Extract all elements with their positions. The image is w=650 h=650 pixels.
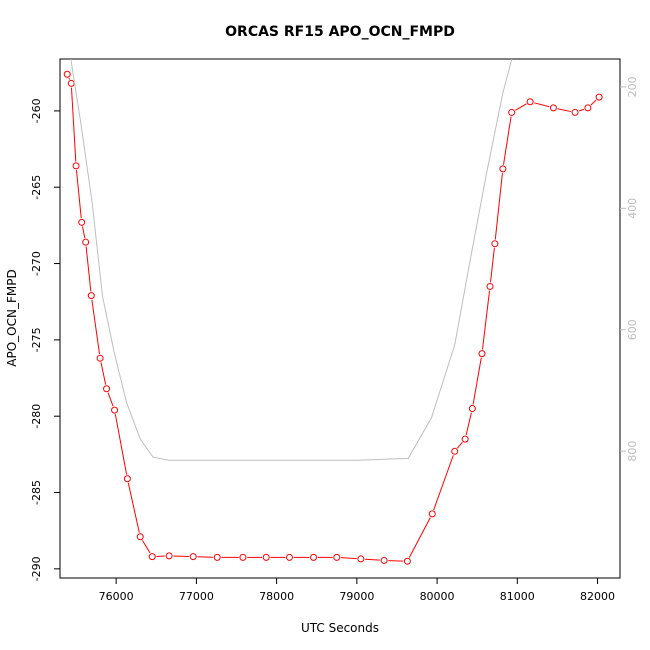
series-segment xyxy=(590,99,597,106)
data-point xyxy=(357,555,365,563)
series-segment xyxy=(534,102,550,108)
data-point xyxy=(103,385,111,393)
data-point xyxy=(595,93,603,101)
series-segment xyxy=(82,226,86,239)
y-tick-label: -270 xyxy=(30,251,43,276)
x-tick-label: 78000 xyxy=(259,590,294,603)
x-tick-label: 76000 xyxy=(99,590,134,603)
data-point xyxy=(96,354,104,362)
chart-title: ORCAS RF15 APO_OCN_FMPD xyxy=(225,24,455,40)
y2-tick-label: 200 xyxy=(626,76,639,97)
series-segment xyxy=(482,290,491,350)
x-tick-label: 77000 xyxy=(179,590,214,603)
data-point xyxy=(428,510,436,518)
data-point xyxy=(165,552,173,560)
series-segment xyxy=(578,108,585,112)
y2-tick-label: 600 xyxy=(626,319,639,340)
data-point xyxy=(508,108,516,116)
data-point xyxy=(67,79,75,87)
data-point xyxy=(82,238,90,246)
x-tick-label: 79000 xyxy=(339,590,374,603)
data-point xyxy=(63,70,71,78)
data-point xyxy=(478,350,486,358)
series-segment xyxy=(494,173,503,240)
x-axis-label: UTC Seconds xyxy=(301,621,379,635)
y-tick-label: -265 xyxy=(30,175,43,200)
data-point xyxy=(87,292,95,300)
series-segment xyxy=(85,246,92,292)
data-point xyxy=(499,165,507,173)
data-point xyxy=(403,557,411,565)
series-segment xyxy=(465,412,472,436)
series-segment xyxy=(114,414,128,475)
series-segment xyxy=(91,299,101,355)
series-segment xyxy=(408,517,431,558)
x-axis: 76000 77000 78000 79000 80000 81000 82000 xyxy=(99,578,615,603)
y-tick-label: -280 xyxy=(30,404,43,429)
series-segment xyxy=(127,482,140,533)
y-tick-label: -285 xyxy=(30,480,43,505)
data-point xyxy=(78,218,86,226)
data-point xyxy=(189,553,197,561)
y2-tick-label: 400 xyxy=(626,198,639,219)
data-point xyxy=(584,104,592,112)
data-point xyxy=(148,553,156,561)
data-point xyxy=(213,553,221,561)
data-point xyxy=(72,162,80,170)
secondary-y-axis: 200 400 600 800 xyxy=(620,76,639,462)
data-point xyxy=(239,553,247,561)
data-point xyxy=(310,553,318,561)
series-segment xyxy=(100,362,107,385)
x-tick-label: 81000 xyxy=(500,590,535,603)
y-axis: -290 -285 -280 -275 -270 -265 -260 xyxy=(30,98,60,581)
data-point xyxy=(526,98,534,106)
series-segment xyxy=(490,247,495,283)
series-segment xyxy=(365,558,380,561)
series-segment xyxy=(557,108,572,113)
data-point xyxy=(111,406,119,414)
data-point xyxy=(136,533,144,541)
data-point xyxy=(333,553,341,561)
data-point xyxy=(461,435,469,443)
series-layer xyxy=(63,59,603,565)
plot-frame xyxy=(59,58,621,579)
series-segment xyxy=(75,169,82,219)
series-segment xyxy=(503,116,512,165)
y2-tick-label: 800 xyxy=(626,441,639,462)
data-point xyxy=(451,447,459,455)
data-point xyxy=(285,553,293,561)
data-point xyxy=(468,405,476,413)
data-point xyxy=(571,108,579,116)
y-tick-label: -275 xyxy=(30,327,43,352)
data-point xyxy=(491,240,499,248)
series-segment xyxy=(433,455,454,511)
series-segment xyxy=(70,87,77,162)
data-point xyxy=(123,475,131,483)
data-point xyxy=(380,556,388,564)
series-segment xyxy=(472,357,482,405)
x-tick-label: 82000 xyxy=(580,590,615,603)
y-tick-label: -260 xyxy=(30,98,43,123)
series-segment xyxy=(141,540,151,554)
data-point xyxy=(549,104,557,112)
primary-series xyxy=(63,70,603,565)
data-point xyxy=(486,282,494,290)
series-segment xyxy=(107,392,114,407)
data-point xyxy=(262,553,270,561)
series-segment xyxy=(515,103,527,111)
series-segment xyxy=(340,557,357,560)
series-segment xyxy=(457,441,463,449)
series-segment xyxy=(68,77,71,80)
y-axis-label: APO_OCN_FMPD xyxy=(5,269,19,366)
y-tick-label: -290 xyxy=(30,556,43,581)
secondary-series xyxy=(70,59,513,461)
x-tick-label: 80000 xyxy=(420,590,455,603)
secondary-series-line xyxy=(70,59,513,461)
